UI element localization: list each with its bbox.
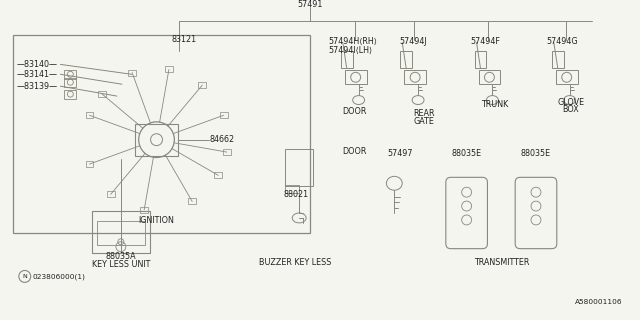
Bar — [97, 221, 145, 245]
Text: DOOR: DOOR — [342, 108, 367, 116]
Bar — [188, 198, 196, 204]
Bar — [474, 51, 486, 68]
Bar — [285, 148, 313, 186]
Bar — [404, 70, 426, 84]
Text: —83140—: —83140— — [17, 60, 58, 69]
Bar — [345, 70, 367, 84]
Bar — [285, 185, 299, 193]
Bar — [400, 51, 412, 68]
Text: 57497: 57497 — [387, 149, 413, 158]
Bar — [86, 112, 93, 118]
Bar — [135, 124, 179, 156]
Bar — [223, 149, 231, 155]
Text: 023806000(1): 023806000(1) — [33, 273, 86, 280]
Text: 88021: 88021 — [284, 190, 308, 199]
Bar — [165, 67, 173, 72]
Bar — [92, 211, 150, 252]
Bar — [556, 70, 577, 84]
Text: N: N — [22, 274, 27, 279]
Bar — [65, 78, 76, 87]
Text: —83139—: —83139— — [17, 82, 58, 91]
Bar — [98, 91, 106, 97]
Bar — [198, 82, 206, 88]
Bar — [65, 70, 76, 79]
Text: GLOVE: GLOVE — [557, 98, 584, 107]
Text: TRUNK: TRUNK — [481, 100, 508, 108]
Text: GATE: GATE — [413, 117, 435, 126]
Bar — [140, 207, 148, 213]
Text: 84662: 84662 — [209, 135, 234, 144]
Bar — [107, 191, 115, 197]
Bar — [128, 70, 136, 76]
Bar — [220, 112, 228, 118]
Text: 88035A: 88035A — [106, 252, 136, 261]
Text: —83141—: —83141— — [17, 70, 58, 79]
Bar — [13, 35, 310, 233]
Text: 57494J: 57494J — [399, 37, 427, 46]
Text: IGNITION: IGNITION — [139, 216, 175, 225]
Text: 57494F: 57494F — [470, 37, 500, 46]
Text: 57494H⟨RH⟩: 57494H⟨RH⟩ — [328, 37, 377, 46]
FancyBboxPatch shape — [446, 177, 488, 249]
Bar — [479, 70, 500, 84]
Bar — [552, 51, 564, 68]
Text: 88035E: 88035E — [452, 149, 482, 158]
Text: 57494G: 57494G — [546, 37, 577, 46]
Text: A580001106: A580001106 — [575, 299, 622, 305]
Text: TRANSMITTER: TRANSMITTER — [474, 258, 529, 267]
Text: BOX: BOX — [563, 106, 579, 115]
Bar — [341, 51, 353, 68]
Text: 57494I⟨LH⟩: 57494I⟨LH⟩ — [328, 46, 372, 55]
Text: 83121: 83121 — [172, 35, 196, 44]
Text: KEY LESS UNIT: KEY LESS UNIT — [92, 260, 150, 269]
Text: 88035E: 88035E — [521, 149, 551, 158]
Bar — [214, 172, 222, 178]
Text: DOOR: DOOR — [342, 147, 367, 156]
Bar — [86, 161, 93, 167]
Text: REAR: REAR — [413, 109, 435, 118]
Text: BUZZER KEY LESS: BUZZER KEY LESS — [259, 258, 332, 267]
Text: 57491: 57491 — [298, 0, 323, 10]
FancyBboxPatch shape — [515, 177, 557, 249]
Bar — [65, 90, 76, 99]
